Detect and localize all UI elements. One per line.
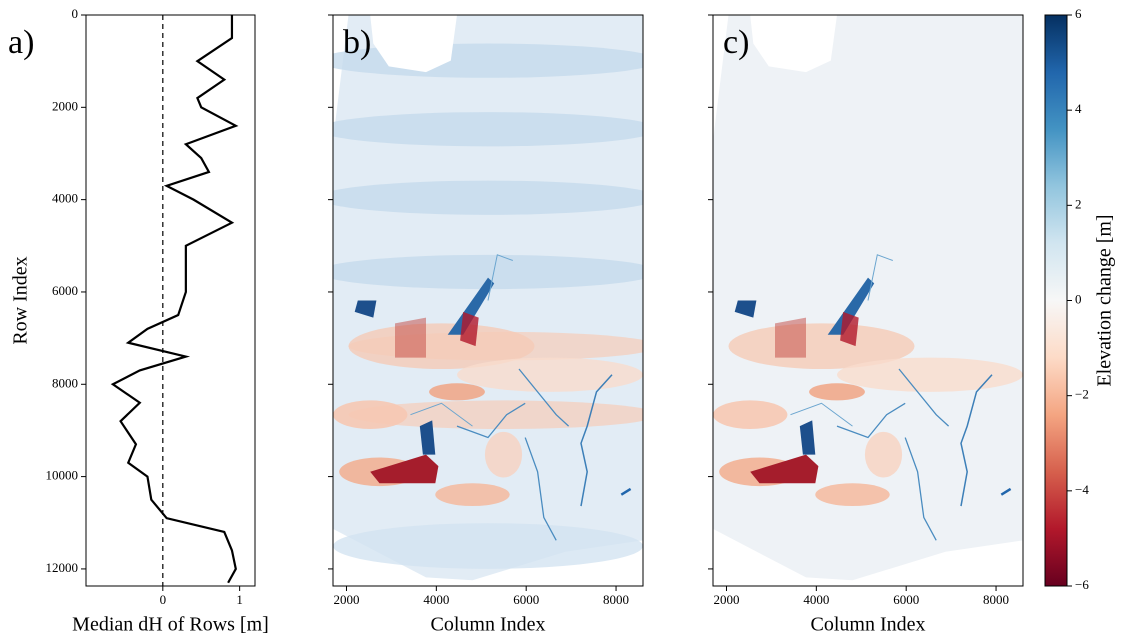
raster-streak <box>524 437 557 541</box>
raster-streak <box>580 374 613 507</box>
raster-patch <box>840 311 859 347</box>
x-tick-label: 0 <box>160 592 167 607</box>
profile-line <box>110 15 239 584</box>
panel-label: a) <box>8 24 34 61</box>
x-tick-label: 4000 <box>423 592 449 607</box>
raster-extent <box>713 15 1023 581</box>
y-tick-label: 0 <box>1075 291 1082 306</box>
y-tick-label: 12000 <box>46 560 79 575</box>
raster-patch <box>333 112 643 147</box>
panel-label: b) <box>343 24 371 61</box>
raster-patch <box>864 431 903 478</box>
x-tick-label: 6000 <box>513 592 539 607</box>
raster-nodata <box>370 15 457 73</box>
colorbar <box>1045 15 1067 586</box>
raster-streak <box>456 402 526 439</box>
raster-patch <box>348 400 643 429</box>
raster-patch <box>457 357 643 392</box>
y-tick-label: 6 <box>1075 6 1082 21</box>
raster-patch <box>333 180 643 215</box>
x-tick-label: 8000 <box>603 592 629 607</box>
raster-patch <box>435 483 510 507</box>
raster-patch <box>809 383 865 401</box>
raster-patch <box>354 300 377 318</box>
x-tick-label: 2000 <box>333 592 359 607</box>
y-tick-label: 0 <box>72 6 79 21</box>
raster <box>333 15 643 581</box>
raster-patch <box>815 483 890 507</box>
raster-patch <box>750 454 819 484</box>
y-tick-label: 4 <box>1075 101 1082 116</box>
x-tick-label: 4000 <box>803 592 829 607</box>
raster-patch <box>333 523 643 569</box>
raster-patch <box>484 431 523 478</box>
raster-patch <box>419 420 436 455</box>
raster-patch <box>734 300 757 318</box>
x-axis-label: Column Index <box>431 614 546 636</box>
axes-frame <box>85 14 256 587</box>
raster-patch <box>775 317 806 358</box>
raster-patch <box>837 357 1023 392</box>
raster-patch <box>333 400 408 429</box>
x-tick-label: 6000 <box>893 592 919 607</box>
axes-frame <box>712 14 1024 587</box>
y-tick-label: −4 <box>1075 482 1089 497</box>
raster-streak <box>867 254 893 301</box>
y-tick-label: 2000 <box>52 98 78 113</box>
raster-patch <box>713 400 788 429</box>
raster-streak <box>960 374 993 507</box>
raster-patch <box>333 254 643 290</box>
raster-patch <box>429 383 485 401</box>
raster-streak <box>620 487 632 496</box>
raster-patch <box>799 420 816 455</box>
x-axis-label: Column Index <box>811 614 926 636</box>
raster-streak <box>410 402 473 427</box>
raster-streak <box>1000 487 1012 496</box>
raster-patch <box>827 277 875 335</box>
raster-patch <box>460 311 479 347</box>
y-tick-label: 2 <box>1075 196 1082 211</box>
colorbar-label: Elevation change [m] <box>1094 214 1116 386</box>
y-tick-label: −2 <box>1075 387 1089 402</box>
raster-streak <box>790 402 853 427</box>
panel-label: c) <box>723 24 749 61</box>
y-tick-label: 4000 <box>52 191 78 206</box>
raster <box>713 15 1023 581</box>
raster-patch <box>447 277 495 335</box>
x-tick-label: 8000 <box>983 592 1009 607</box>
raster-patch <box>370 454 439 484</box>
raster-streak <box>487 254 513 301</box>
raster-nodata <box>750 15 837 73</box>
y-tick-label: 6000 <box>52 283 78 298</box>
raster-streak <box>836 402 906 439</box>
axes-frame <box>332 14 644 587</box>
x-axis-label: Median dH of Rows [m] <box>72 614 269 636</box>
y-axis-label: Row Index <box>10 256 32 344</box>
raster-patch <box>395 317 426 358</box>
y-tick-label: 10000 <box>46 468 79 483</box>
y-tick-label: −6 <box>1075 577 1089 592</box>
x-tick-label: 1 <box>236 592 243 607</box>
x-tick-label: 2000 <box>713 592 739 607</box>
raster-streak <box>898 368 950 427</box>
raster-extent <box>333 15 643 581</box>
raster-streak <box>518 368 570 427</box>
raster-streak <box>904 437 937 541</box>
y-tick-label: 8000 <box>52 375 78 390</box>
